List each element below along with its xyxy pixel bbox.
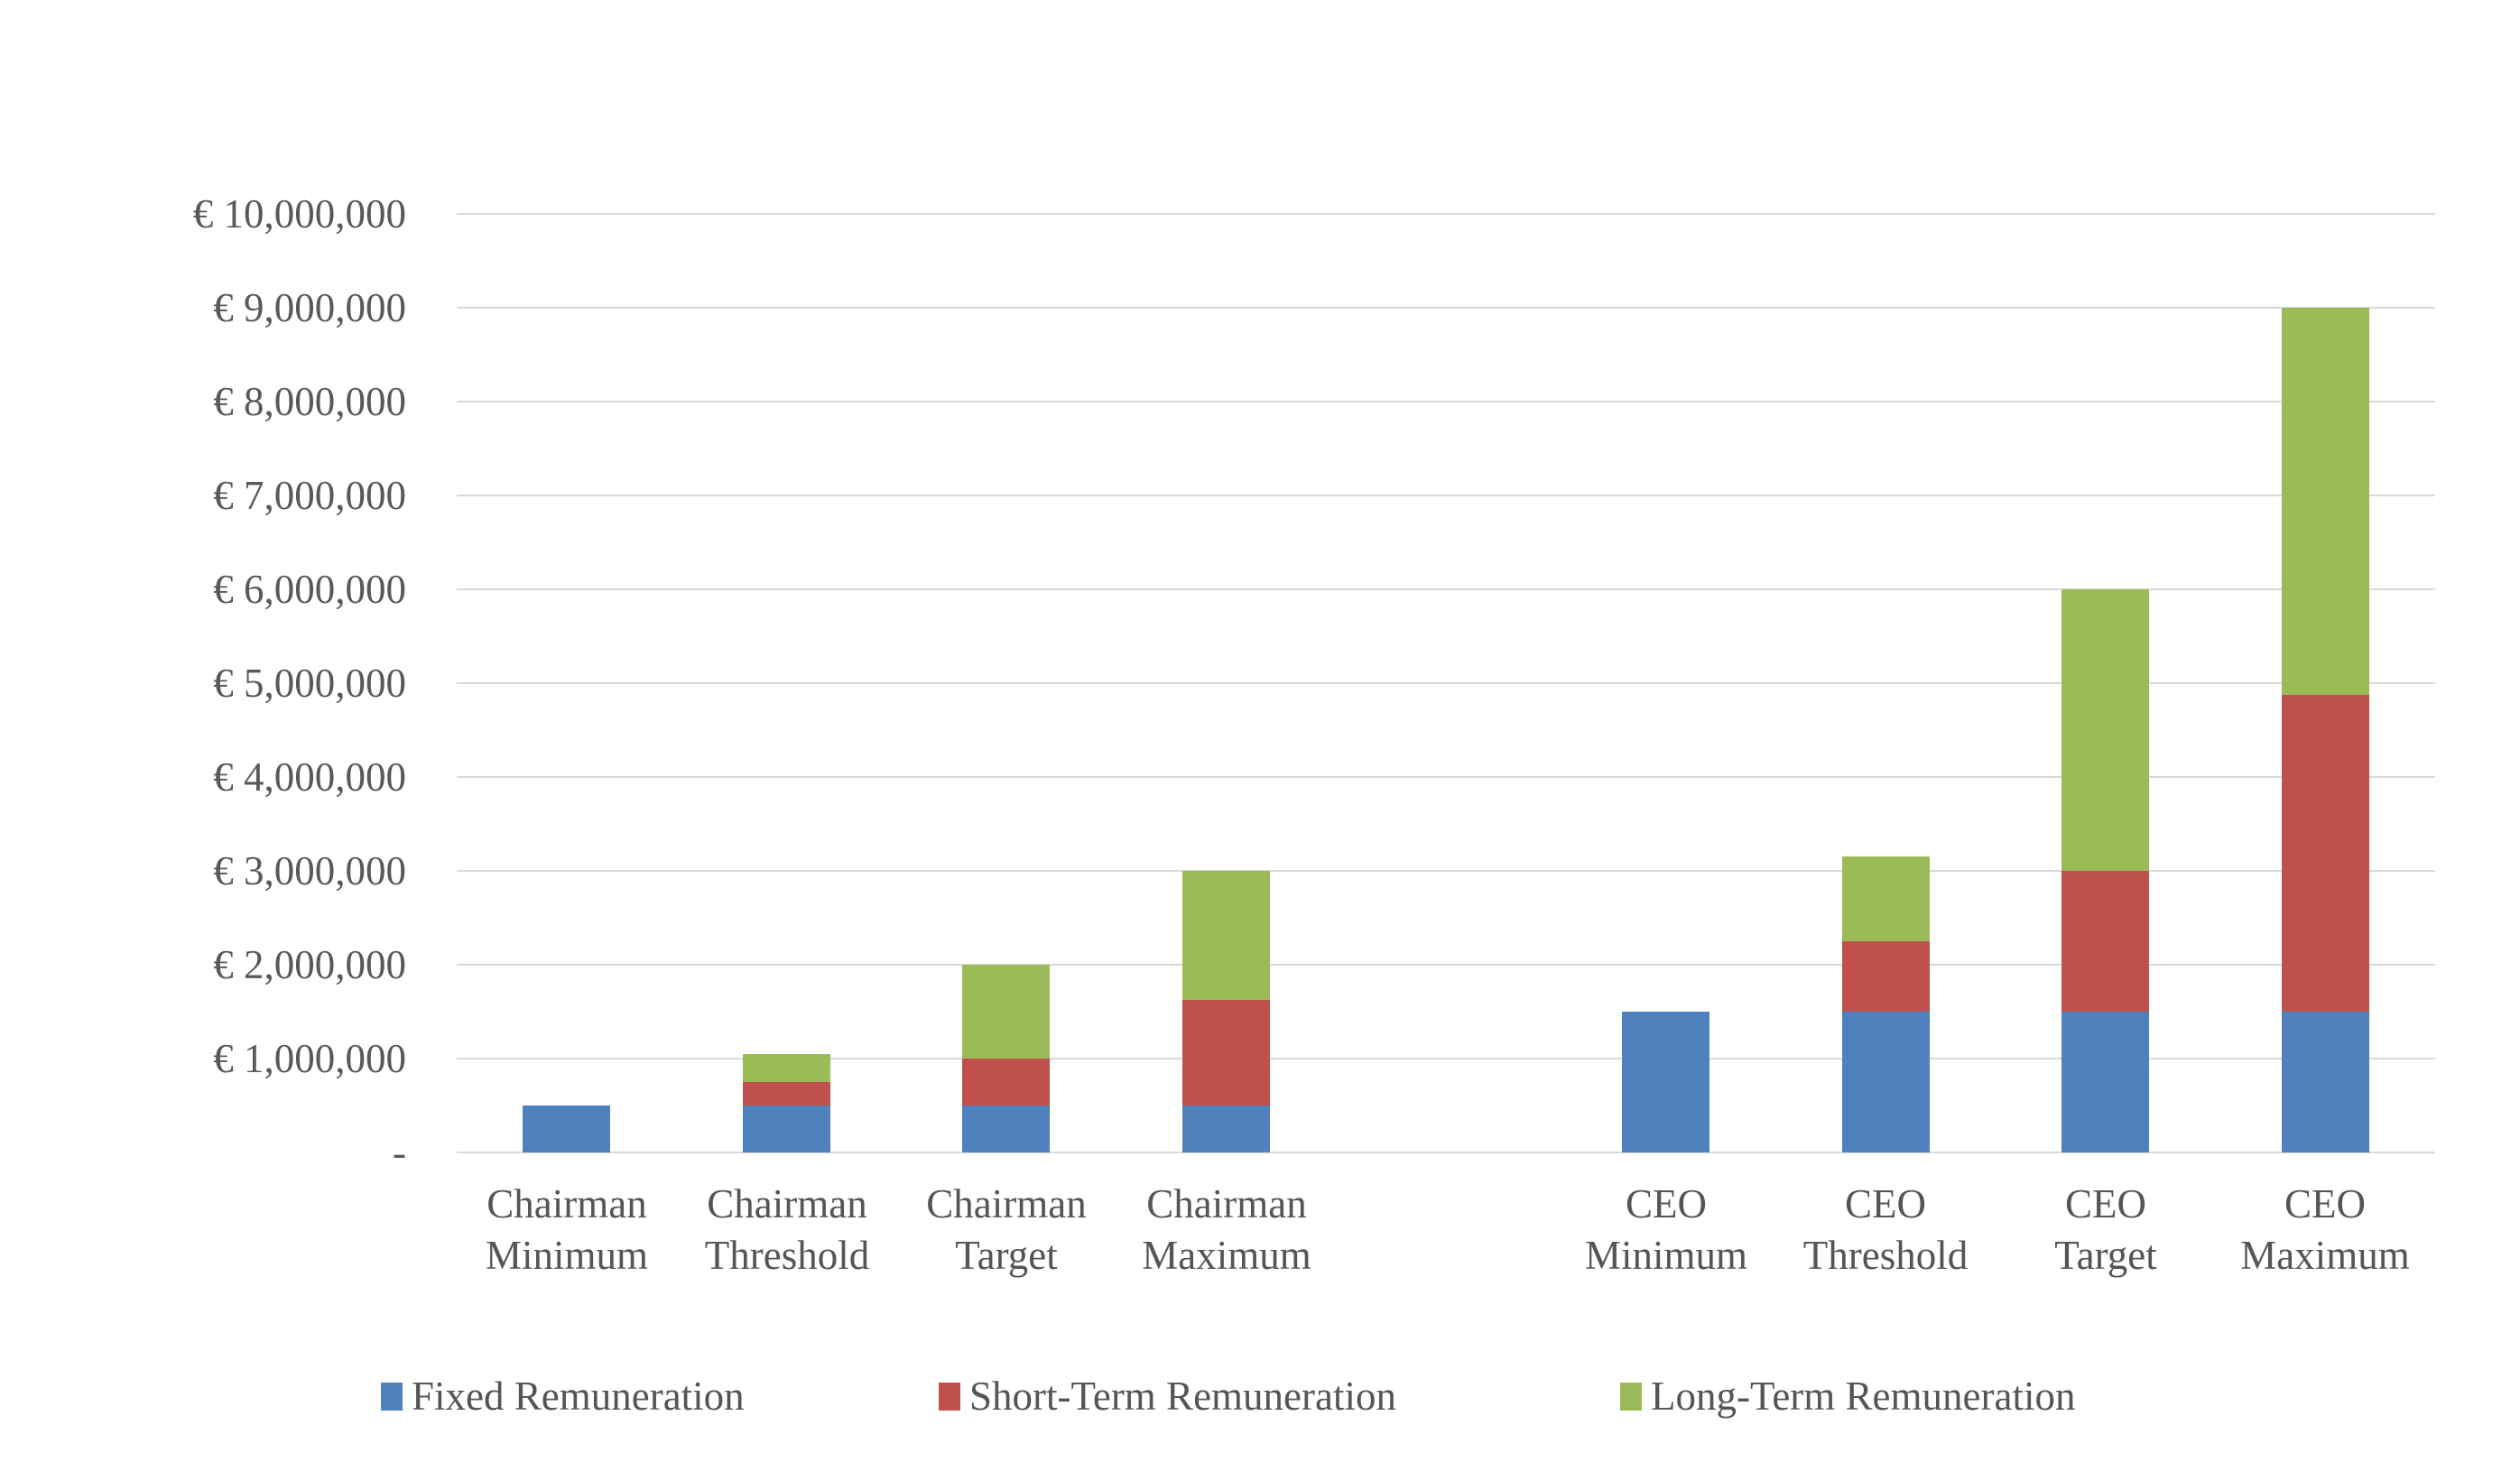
gridline-3000000	[457, 870, 2435, 872]
y-tick-label-4000000: € 4,000,000	[213, 754, 406, 800]
gridline-2000000	[457, 964, 2435, 966]
gridline-5000000	[457, 682, 2435, 684]
bar-ceo-maximum-segment-fixed-remuneration	[2282, 1012, 2369, 1152]
bar-ceo-target-segment-fixed-remuneration	[2061, 1012, 2149, 1152]
gridline-1000000	[457, 1058, 2435, 1059]
bar-ceo-target-segment-long-term-remuneration	[2061, 589, 2149, 871]
legend-swatch-fixed-remuneration	[381, 1382, 403, 1411]
bar-ceo-threshold-segment-fixed-remuneration	[1842, 1012, 1930, 1152]
gridline-6000000	[457, 588, 2435, 590]
bar-ceo-maximum-segment-long-term-remuneration	[2282, 308, 2369, 695]
legend-label-short-term-remuneration: Short-Term Remuneration	[969, 1374, 1396, 1419]
gridline-7000000	[457, 495, 2435, 496]
y-tick-label-6000000: € 6,000,000	[213, 567, 406, 612]
category-label-ceo-maximum: CEO Maximum	[2240, 1181, 2410, 1278]
y-tick-label-9000000: € 9,000,000	[213, 285, 406, 330]
gridline-4000000	[457, 776, 2435, 778]
legend-swatch-long-term-remuneration	[1620, 1382, 1642, 1411]
gridline-8000000	[457, 401, 2435, 403]
bar-ceo-threshold-segment-short-term-remuneration	[1842, 941, 1930, 1012]
bar-ceo-threshold-segment-long-term-remuneration	[1842, 856, 1930, 941]
bar-ceo-target-segment-short-term-remuneration	[2061, 871, 2149, 1012]
gridline-9000000	[457, 307, 2435, 309]
bar-chairman-target-segment-fixed-remuneration	[962, 1106, 1050, 1152]
gridline-10000000	[457, 213, 2435, 215]
bar-chairman-threshold-segment-long-term-remuneration	[743, 1054, 830, 1082]
bar-chairman-minimum-segment-fixed-remuneration	[523, 1106, 610, 1152]
bar-chairman-maximum-segment-long-term-remuneration	[1182, 871, 1270, 1000]
gridline-0	[457, 1152, 2435, 1153]
category-label-ceo-minimum: CEO Minimum	[1584, 1181, 1748, 1278]
legend-item-short-term-remuneration: Short-Term Remuneration	[939, 1374, 1396, 1419]
category-label-chairman-target: Chairman Target	[926, 1181, 1087, 1278]
legend-item-fixed-remuneration: Fixed Remuneration	[381, 1374, 745, 1419]
y-tick-label-5000000: € 5,000,000	[213, 661, 406, 706]
y-tick-label-1000000: € 1,000,000	[213, 1036, 406, 1081]
category-label-ceo-threshold: CEO Threshold	[1802, 1181, 1969, 1278]
y-tick-label-3000000: € 3,000,000	[213, 848, 406, 893]
legend-label-fixed-remuneration: Fixed Remuneration	[412, 1374, 745, 1419]
category-label-chairman-threshold: Chairman Threshold	[704, 1181, 870, 1278]
bar-ceo-minimum-segment-fixed-remuneration	[1622, 1012, 1709, 1152]
legend-swatch-short-term-remuneration	[939, 1382, 960, 1411]
bar-ceo-maximum-segment-short-term-remuneration	[2282, 695, 2369, 1012]
category-label-chairman-maximum: Chairman Maximum	[1142, 1181, 1311, 1278]
category-label-chairman-minimum: Chairman Minimum	[485, 1181, 649, 1278]
y-tick-label-2000000: € 2,000,000	[213, 942, 406, 987]
category-label-ceo-target: CEO Target	[2054, 1181, 2157, 1278]
y-tick-label-0: -	[393, 1130, 406, 1175]
bar-chairman-target-segment-long-term-remuneration	[962, 965, 1050, 1059]
bar-chairman-threshold-segment-fixed-remuneration	[743, 1106, 830, 1152]
legend-item-long-term-remuneration: Long-Term Remuneration	[1620, 1374, 2075, 1419]
bar-chairman-maximum-segment-short-term-remuneration	[1182, 1000, 1270, 1106]
legend-label-long-term-remuneration: Long-Term Remuneration	[1651, 1374, 2076, 1419]
bar-chairman-maximum-segment-fixed-remuneration	[1182, 1106, 1270, 1152]
y-tick-label-10000000: € 10,000,000	[192, 191, 406, 236]
bar-chairman-threshold-segment-short-term-remuneration	[743, 1082, 830, 1106]
y-tick-label-7000000: € 7,000,000	[213, 473, 406, 518]
y-tick-label-8000000: € 8,000,000	[213, 379, 406, 424]
bar-chairman-target-segment-short-term-remuneration	[962, 1059, 1050, 1106]
